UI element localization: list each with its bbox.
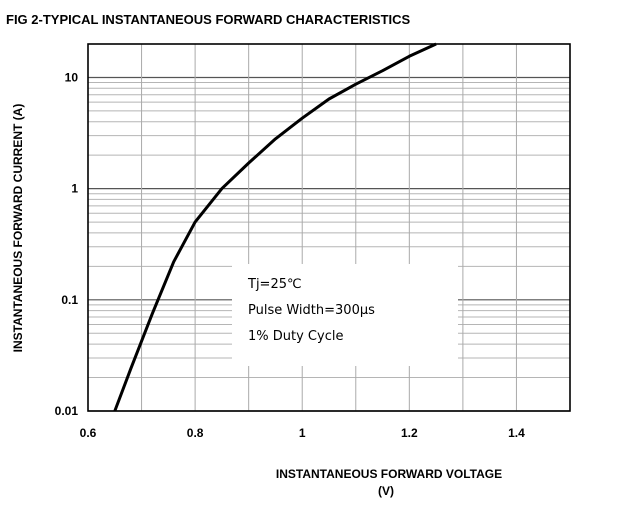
x-axis-unit: (V) xyxy=(378,484,394,498)
annotation-duty-cycle: 1% Duty Cycle xyxy=(248,329,343,344)
y-tick-label: 0.1 xyxy=(61,293,78,307)
y-tick-label: 0.01 xyxy=(55,404,79,418)
annotation-background xyxy=(232,264,458,366)
y-tick-label: 1 xyxy=(71,182,78,196)
y-tick-label: 10 xyxy=(65,70,79,84)
x-tick-label: 0.8 xyxy=(187,426,204,440)
chart-title: FIG 2-TYPICAL INSTANTANEOUS FORWARD CHAR… xyxy=(6,12,411,27)
x-tick-label: 1.4 xyxy=(508,426,525,440)
annotation-temperature: Tj=25℃ xyxy=(247,277,302,292)
annotation-pulse-width: Pulse Width=300μs xyxy=(248,303,375,318)
x-axis-ticks: 0.6 0.8 1 1.2 1.4 xyxy=(80,426,525,440)
x-tick-label: 0.6 xyxy=(80,426,97,440)
x-tick-label: 1.2 xyxy=(401,426,418,440)
x-tick-label: 1 xyxy=(299,426,306,440)
forward-characteristic-curve xyxy=(113,42,437,412)
annotation-box: Tj=25℃ Pulse Width=300μs 1% Duty Cycle xyxy=(232,264,458,366)
y-axis-label: INSTANTANEOUS FORWARD CURRENT (A) xyxy=(11,104,25,353)
y-axis-ticks: 0.01 0.1 1 10 xyxy=(55,70,79,418)
plot-frame xyxy=(87,43,571,412)
x-axis-label: INSTANTANEOUS FORWARD VOLTAGE xyxy=(276,467,502,481)
